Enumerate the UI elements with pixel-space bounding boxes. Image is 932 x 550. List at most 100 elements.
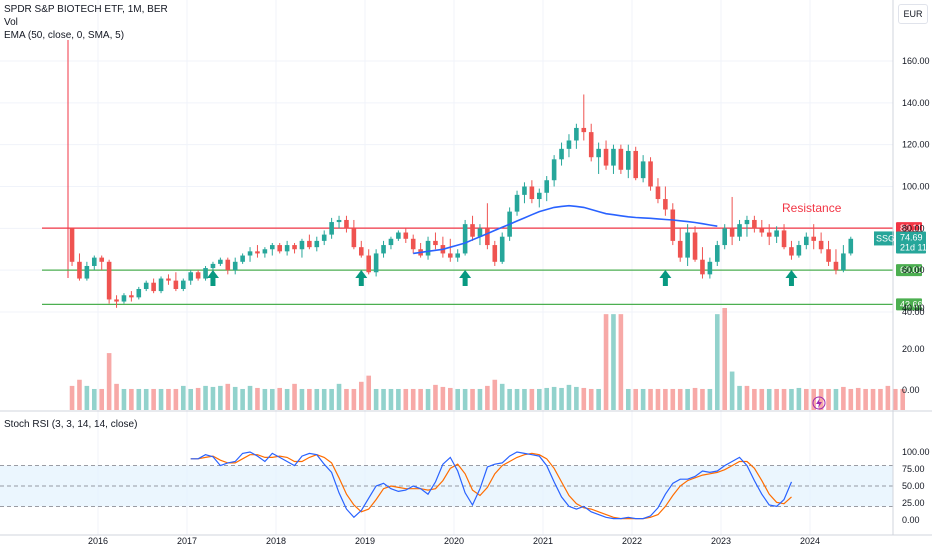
candle-body — [277, 245, 283, 252]
candle-body — [358, 247, 364, 256]
volume-bar — [195, 387, 201, 410]
volume-bar — [284, 388, 290, 410]
candle-body — [655, 186, 661, 200]
candle-body — [195, 272, 201, 279]
candle-body — [707, 261, 713, 275]
x-tick-label: 2016 — [88, 536, 108, 546]
candle-body — [403, 232, 409, 239]
volume-bar — [752, 388, 757, 410]
volume-bar — [551, 386, 557, 410]
candle-body — [603, 148, 609, 166]
volume-bar — [670, 388, 676, 410]
candle-body — [559, 148, 564, 160]
last-price-tag — [896, 231, 926, 254]
volume-bar — [99, 388, 105, 410]
candle-body — [314, 240, 320, 248]
volume-bar — [455, 388, 461, 410]
x-tick-label: 2023 — [711, 536, 731, 546]
volume-bar — [596, 388, 601, 410]
stoch-tick-label: 100.00 — [902, 447, 930, 457]
volume-bar — [425, 388, 431, 410]
currency-button[interactable]: EUR — [898, 4, 928, 24]
candle-body — [529, 186, 535, 200]
candle-body — [373, 253, 379, 273]
volume-bar — [885, 385, 891, 410]
volume-bar — [358, 381, 364, 410]
candle-body — [596, 148, 601, 158]
candle-body — [588, 132, 594, 158]
volume-bar — [492, 379, 498, 410]
candle-body — [625, 150, 631, 170]
volume-tick-label: 20.00 — [902, 344, 925, 354]
volume-bar — [781, 388, 787, 410]
up-arrow-marker — [459, 270, 472, 286]
volume-bar — [91, 388, 97, 410]
volume-bar — [892, 388, 898, 410]
alert-icon — [812, 396, 826, 410]
candle-body — [307, 240, 312, 248]
volume-bar — [166, 388, 171, 410]
volume-bar — [136, 388, 142, 410]
candle-body — [611, 148, 616, 166]
candle-body — [796, 245, 802, 256]
volume-bar — [559, 387, 564, 410]
volume-bar — [729, 371, 735, 410]
volume-pane[interactable] — [69, 308, 906, 410]
candle-body — [522, 186, 527, 195]
candle-body — [455, 253, 461, 258]
candle-body — [433, 240, 438, 246]
volume-bar — [774, 388, 779, 410]
candle-body — [826, 249, 831, 262]
candle-body — [247, 251, 253, 256]
candle-body — [329, 222, 334, 235]
candle-body — [544, 180, 550, 193]
up-arrow-marker — [785, 270, 798, 286]
candle-body — [166, 278, 171, 281]
candle-body — [240, 255, 245, 262]
candle-body — [633, 150, 639, 179]
volume-bar — [321, 388, 327, 410]
candle-body — [180, 280, 186, 289]
candle-body — [255, 251, 260, 254]
candle-body — [536, 192, 542, 200]
volume-bar — [440, 386, 446, 410]
volume-bar — [314, 388, 320, 410]
volume-bar — [121, 388, 127, 410]
volume-bar — [588, 388, 594, 410]
candle-body — [781, 230, 787, 248]
candle-body — [232, 261, 238, 271]
low-support-line-tag-text: 43.66 — [900, 299, 923, 309]
up-arrow-marker — [206, 270, 219, 286]
volume-bar — [232, 386, 238, 410]
volume-bar — [766, 388, 772, 410]
volume-bar — [269, 388, 275, 410]
candle-body — [737, 224, 742, 237]
volume-bar — [522, 388, 527, 410]
candle-body — [158, 278, 164, 292]
volume-bar — [685, 388, 690, 410]
candle-body — [744, 219, 750, 225]
volume-bar — [536, 388, 542, 410]
volume-bar — [477, 388, 483, 410]
volume-bar — [714, 314, 720, 410]
volume-legend: Vol — [4, 17, 18, 28]
stoch-d-line — [190, 452, 792, 520]
volume-bar — [855, 387, 861, 410]
candle-body — [344, 219, 349, 229]
stoch-rsi-pane[interactable] — [0, 451, 893, 520]
candle-body — [811, 236, 817, 241]
volume-bar — [277, 387, 283, 410]
candle-body — [91, 257, 97, 266]
volume-bar — [833, 388, 839, 410]
volume-bar — [262, 388, 268, 410]
volume-bar — [173, 388, 179, 410]
volume-bar — [878, 388, 883, 410]
candle-body — [640, 161, 646, 179]
ticker-tag — [874, 231, 894, 246]
volume-bar — [69, 385, 75, 410]
volume-bar — [151, 388, 156, 410]
stoch-tick-label: 50.00 — [902, 481, 925, 491]
volume-bar — [433, 384, 438, 410]
